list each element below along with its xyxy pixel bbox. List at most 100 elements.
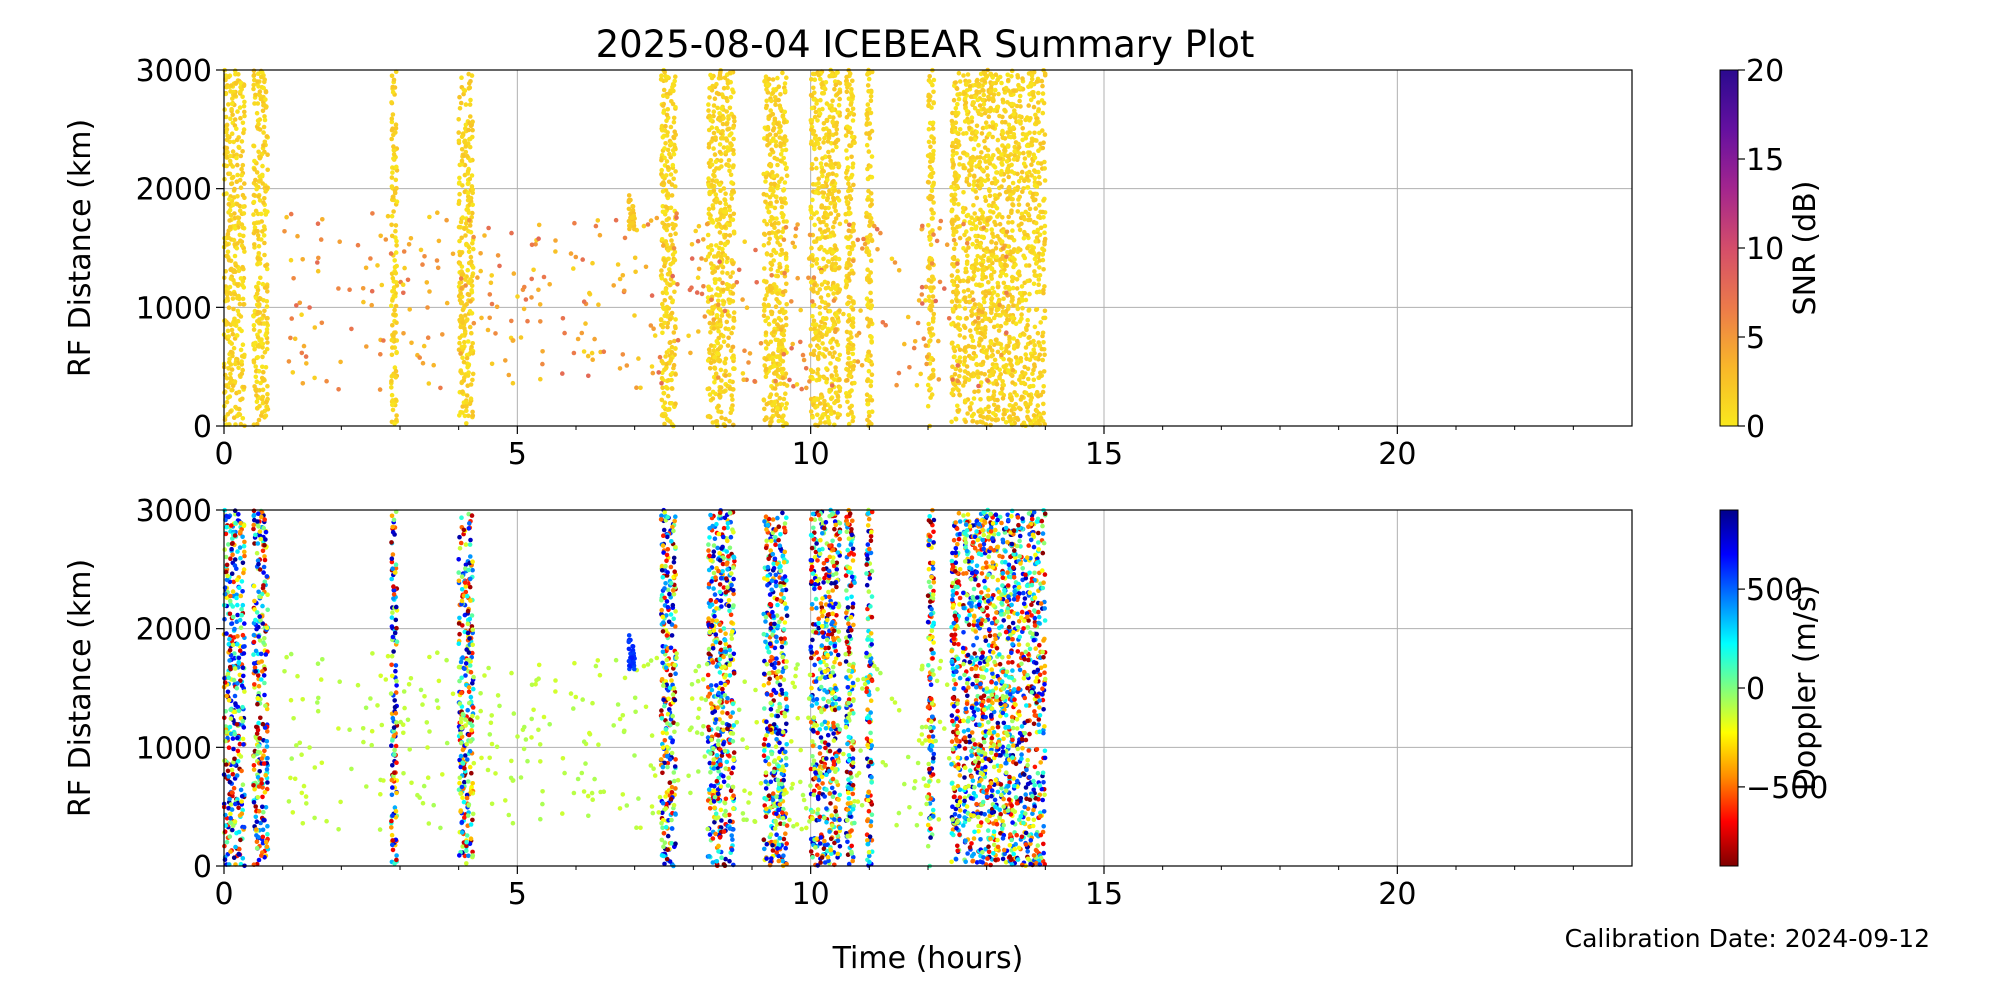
- snr-data-point: [837, 404, 843, 409]
- snr-data-point: [1026, 103, 1031, 108]
- snr-data-point: [406, 242, 412, 247]
- snr-data-point: [1012, 406, 1017, 412]
- snr-data-point: [401, 249, 407, 254]
- snr-data-point: [390, 126, 395, 131]
- snr-data-point: [830, 148, 835, 153]
- snr-data-point: [660, 305, 666, 310]
- snr-data-point: [929, 134, 934, 140]
- snr-data-point: [846, 318, 852, 323]
- snr-data-point: [1021, 235, 1027, 241]
- snr-data-point: [661, 257, 666, 263]
- snr-data-point: [723, 232, 729, 238]
- snr-data-point: [458, 324, 464, 330]
- snr-data-point: [775, 162, 780, 168]
- snr-data-point: [1034, 307, 1040, 312]
- snr-data-point: [235, 295, 240, 301]
- snr-data-point: [686, 333, 691, 339]
- snr-data-point: [722, 224, 727, 229]
- snr-data-point: [1042, 132, 1048, 137]
- snr-data-point: [822, 398, 827, 404]
- snr-data-point: [1036, 169, 1041, 175]
- snr-data-point: [784, 264, 790, 270]
- snr-data-point: [1035, 403, 1041, 408]
- snr-data-point: [783, 147, 789, 153]
- snr-data-point: [794, 382, 800, 387]
- snr-data-point: [651, 326, 656, 332]
- snr-data-point: [711, 317, 716, 322]
- snr-data-point: [731, 136, 736, 142]
- snr-data-point: [1016, 246, 1021, 251]
- snr-data-point: [251, 327, 257, 332]
- snr-data-point: [1010, 197, 1015, 202]
- snr-data-point: [669, 193, 675, 198]
- snr-data-point: [238, 185, 244, 190]
- snr-data-point: [497, 263, 502, 269]
- snr-data-point: [673, 231, 678, 236]
- snr-data-point: [1004, 159, 1010, 164]
- snr-data-point: [967, 125, 972, 131]
- snr-data-point: [288, 257, 294, 263]
- snr-data-point: [717, 149, 723, 155]
- snr-data-point: [1000, 396, 1006, 401]
- snr-data-point: [837, 385, 843, 391]
- snr-data-point: [470, 127, 475, 133]
- snr-points: [221, 67, 1048, 429]
- snr-data-point: [252, 101, 257, 106]
- snr-data-point: [259, 413, 264, 418]
- snr-data-point: [800, 352, 806, 358]
- snr-data-point: [713, 371, 719, 377]
- snr-data-point: [393, 368, 399, 374]
- snr-data-point: [846, 345, 851, 351]
- snr-data-point: [589, 350, 595, 356]
- snr-data-point: [223, 322, 229, 327]
- snr-data-point: [318, 237, 324, 242]
- snr-data-point: [1011, 189, 1016, 195]
- snr-data-point: [456, 138, 462, 144]
- snr-data-point: [251, 314, 256, 319]
- snr-data-point: [241, 211, 247, 216]
- snr-data-point: [590, 357, 595, 363]
- snr-data-point: [669, 401, 674, 406]
- snr-data-point: [991, 290, 997, 295]
- snr-data-point: [868, 94, 874, 99]
- snr-data-point: [961, 289, 967, 294]
- snr-data-point: [783, 391, 788, 397]
- snr-data-point: [973, 189, 978, 194]
- snr-data-point: [1029, 173, 1034, 178]
- snr-data-point: [1037, 258, 1042, 263]
- snr-data-point: [222, 151, 228, 157]
- snr-data-point: [460, 215, 466, 220]
- snr-data-point: [845, 165, 851, 170]
- snr-data-point: [770, 169, 775, 175]
- snr-data-point: [821, 256, 826, 262]
- snr-data-point: [847, 271, 852, 277]
- snr-data-point: [464, 399, 469, 405]
- snr-data-point: [240, 367, 245, 373]
- snr-data-point: [229, 131, 235, 136]
- snr-data-point: [731, 231, 737, 236]
- snr-data-point: [960, 205, 966, 211]
- snr-data-point: [833, 390, 839, 396]
- snr-data-point: [784, 138, 789, 143]
- snr-data-point: [961, 278, 966, 284]
- snr-data-point: [950, 152, 956, 158]
- snr-data-point: [730, 261, 736, 267]
- snr-data-point: [418, 247, 424, 253]
- snr-data-point: [714, 81, 719, 87]
- snr-data-point: [665, 165, 671, 170]
- snr-data-point: [673, 105, 678, 110]
- snr-data-point: [665, 393, 671, 399]
- snr-data-point: [315, 268, 321, 274]
- snr-data-point: [486, 225, 491, 231]
- snr-data-point: [783, 256, 789, 262]
- snr-data-point: [818, 97, 823, 103]
- snr-data-point: [705, 232, 711, 238]
- snr-data-point: [230, 383, 236, 389]
- snr-data-point: [927, 298, 932, 304]
- snr-data-point: [1037, 289, 1042, 295]
- snr-data-point: [1022, 216, 1027, 222]
- snr-data-point: [470, 409, 475, 415]
- snr-data-point: [820, 91, 825, 96]
- snr-data-point: [817, 107, 822, 113]
- snr-data-point: [866, 324, 871, 329]
